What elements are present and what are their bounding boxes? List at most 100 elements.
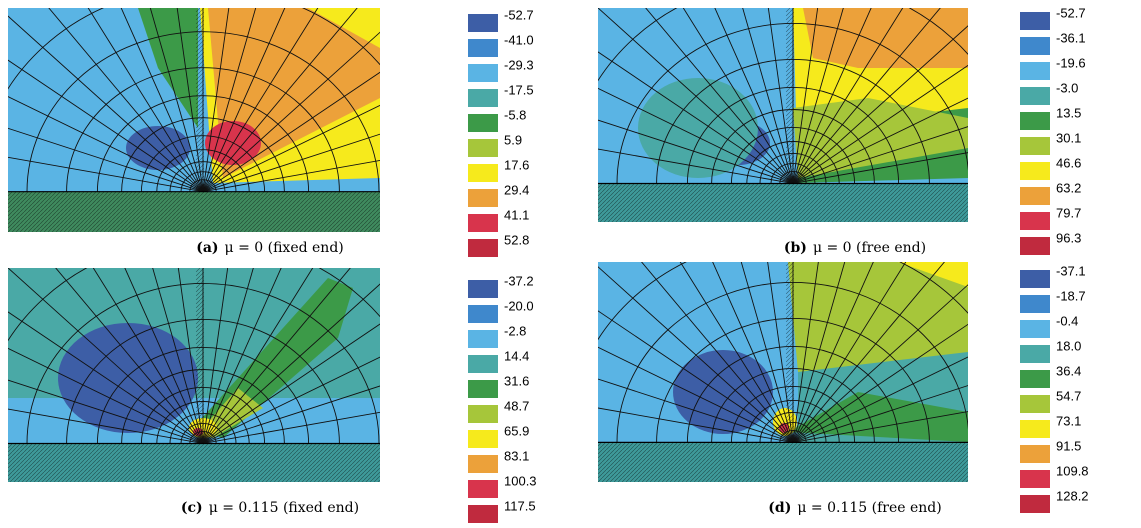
mesh-line [8,96,204,193]
mesh-line [598,407,794,443]
legend-label: 31.6 [504,373,529,388]
legend-swatch [1020,162,1050,180]
mesh-line [740,262,794,443]
legend-label: 36.4 [1056,363,1081,378]
legend-swatch [1020,495,1050,513]
mesh-line [202,160,380,193]
legend-swatch [468,355,498,373]
mesh-arc [26,31,380,192]
mesh-arc [746,141,840,184]
mesh-arc [121,369,285,444]
legend-label: 100.3 [504,473,537,488]
mesh-line [792,262,945,443]
mesh-arc [180,423,226,444]
region [788,262,968,372]
mesh-line [202,8,319,192]
caption-text: μ = 0.115 (fixed end) [209,500,359,516]
mesh-line [641,262,794,443]
mesh-line [202,385,380,444]
mesh-line [792,284,968,443]
caption-label: (d) [768,500,791,516]
caption-text: μ = 0.115 (free end) [797,500,941,516]
legend-swatch [468,139,498,157]
mesh-arc [189,179,217,192]
mesh-line [598,51,794,184]
legend-label: 54.7 [1056,388,1081,403]
legend-swatch [1020,270,1050,288]
mesh-line [120,8,204,192]
legend-label: 79.7 [1056,205,1081,220]
mesh-line [176,8,204,192]
legend-swatch [1020,37,1050,55]
mesh-line [792,8,904,184]
mesh-line [792,97,968,184]
mesh-line [149,8,204,192]
mesh-line [202,71,380,193]
mesh-line [152,268,204,444]
legend-swatch [1020,295,1050,313]
legend-swatch [468,380,498,398]
legend-label: -2.8 [504,323,526,338]
mesh-line [598,8,794,184]
mesh-line [202,8,358,192]
mesh-line [645,8,794,184]
mesh-line [598,346,794,443]
legend-label: -29.3 [504,57,534,72]
mesh-line [792,411,968,443]
mesh-line [8,311,204,444]
legend-swatch [1020,320,1050,338]
mesh-line [792,8,941,184]
region [126,126,190,170]
mesh-arc [156,401,250,444]
legend-label: 30.1 [1056,130,1081,145]
mesh-arc [730,385,856,443]
caption-label: (a) [196,240,218,256]
legend-label: 65.9 [504,423,529,438]
caption-text: μ = 0 (fixed end) [225,240,344,256]
region [793,98,968,178]
mesh-line [202,104,380,193]
mesh-line [202,268,229,444]
mesh-line [124,268,204,444]
mesh-line [714,8,794,184]
mesh-arc [180,171,226,192]
legend-label: -18.7 [1056,288,1086,303]
caption-text: μ = 0 (free end) [813,240,926,256]
mesh-line [48,8,204,192]
mesh-line [598,119,794,184]
mesh-arc [746,399,840,443]
legend-swatch [1020,345,1050,363]
legend-label: 91.5 [1056,438,1081,453]
mesh-arc [711,109,875,184]
mesh-arc [66,67,340,192]
mesh-line [202,356,380,444]
legend-label: 14.4 [504,348,529,363]
legend-label: -0.4 [1056,313,1078,328]
mesh-arc [779,171,807,184]
mesh-line [8,127,204,193]
mesh-line [792,262,874,443]
mesh-arc [140,387,266,444]
mesh-arc [759,153,827,184]
legend-swatch [468,505,498,523]
legend-swatch [1020,237,1050,255]
hatch [8,443,380,482]
legend-swatch [468,455,498,473]
mesh-arc [770,421,816,443]
tool [196,268,204,444]
mesh-arc [686,87,900,184]
mesh-line [792,262,846,443]
region [803,8,968,68]
mesh-line [202,8,257,192]
legend-swatch [468,330,498,348]
mesh-line [8,59,204,193]
caption: (b) μ = 0 (free end) [784,240,926,256]
mesh-line [792,262,907,443]
legend-swatch [1020,187,1050,205]
caption: (c) μ = 0.115 (fixed end) [181,500,359,516]
legend-label: -37.2 [504,273,534,288]
legend-label: -52.7 [1056,5,1086,20]
mesh-line [598,310,794,443]
caption: (a) μ = 0 (fixed end) [196,240,344,256]
legend-label: -37.1 [1056,263,1086,278]
